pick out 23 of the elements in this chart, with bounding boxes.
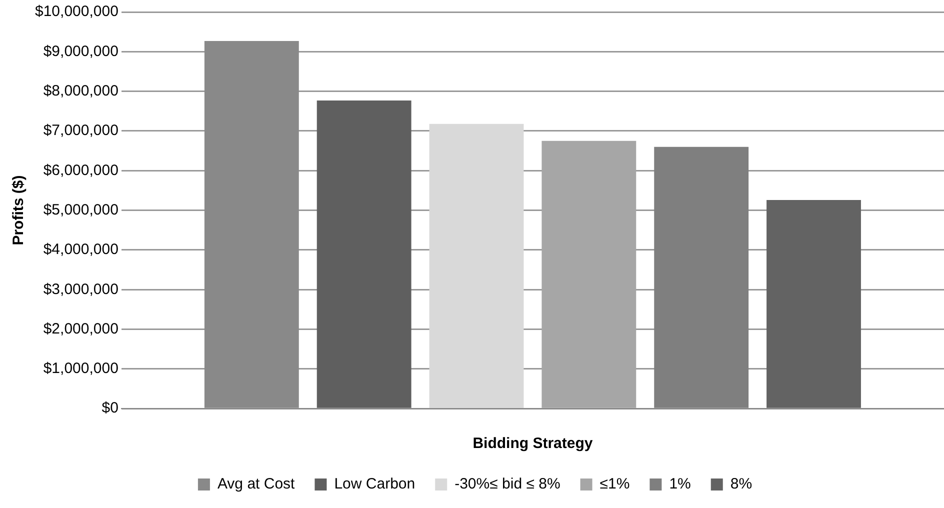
bar: [429, 124, 524, 408]
y-axis-title: Profits ($): [10, 175, 28, 246]
y-tick-label: $8,000,000: [43, 82, 118, 100]
legend-label: 8%: [730, 476, 752, 493]
bar: [542, 140, 636, 408]
y-tick-label: $9,000,000: [43, 42, 118, 60]
legend-label: 1%: [669, 476, 691, 493]
bar: [766, 200, 861, 408]
y-tick-label: $3,000,000: [43, 280, 118, 298]
legend-label: Avg at Cost: [217, 476, 296, 493]
y-tick-label: $1,000,000: [43, 360, 118, 378]
y-tick-label: $2,000,000: [43, 320, 118, 338]
y-tick-label: $4,000,000: [43, 241, 118, 258]
legend-label: Low Carbon: [334, 476, 416, 493]
y-tick-label: $6,000,000: [43, 162, 118, 179]
y-tick-label: $5,000,000: [43, 201, 118, 218]
y-tick-label: $7,000,000: [43, 122, 118, 140]
y-tick-label: $10,000,000: [34, 3, 118, 20]
x-axis-title: Bidding Strategy: [472, 435, 594, 452]
y-tick-label: $0: [102, 400, 118, 417]
bar: [316, 100, 412, 408]
legend-label: ≤1%: [600, 476, 630, 493]
legend-label: -30%≤ bid ≤ 8%: [454, 476, 560, 493]
